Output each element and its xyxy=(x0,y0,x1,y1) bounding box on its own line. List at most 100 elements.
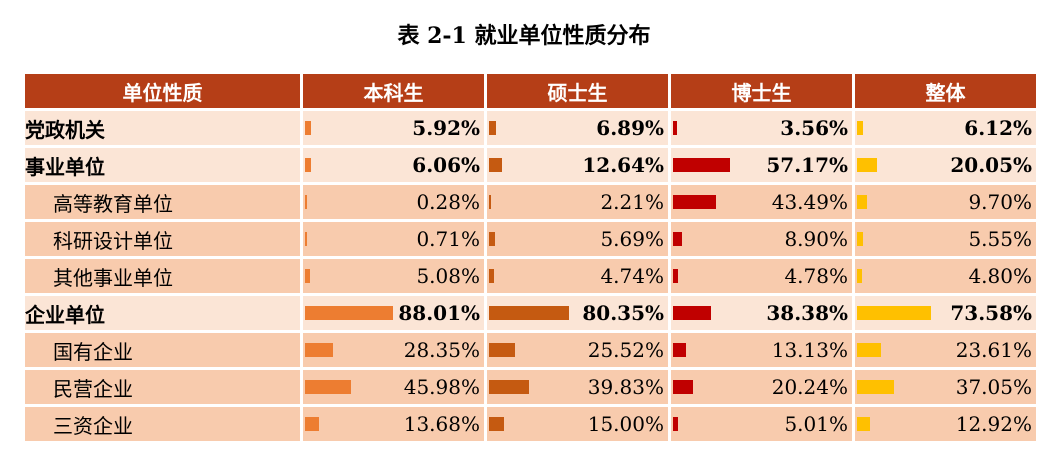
value-master: 4.74% xyxy=(600,264,664,288)
bar-overall xyxy=(857,417,870,431)
cell-master: 12.64% xyxy=(487,148,668,182)
value-doctor: 4.78% xyxy=(784,264,848,288)
value-master: 25.52% xyxy=(587,338,664,362)
row-label: 其他事业单位 xyxy=(25,259,300,293)
value-master: 80.35% xyxy=(582,301,664,325)
cell-doctor: 4.78% xyxy=(671,259,852,293)
value-overall: 20.05% xyxy=(950,153,1032,177)
cell-doctor: 3.56% xyxy=(671,111,852,145)
value-overall: 12.92% xyxy=(955,412,1032,436)
bar-master xyxy=(489,195,492,209)
row-label: 国有企业 xyxy=(25,333,300,367)
cell-doctor: 8.90% xyxy=(671,222,852,256)
cell-doctor: 57.17% xyxy=(671,148,852,182)
bar-doctor xyxy=(673,343,687,357)
cell-bachelor: 5.08% xyxy=(303,259,484,293)
value-bachelor: 88.01% xyxy=(398,301,480,325)
row-label: 党政机关 xyxy=(25,111,300,145)
value-bachelor: 13.68% xyxy=(403,412,480,436)
row-label: 民营企业 xyxy=(25,370,300,404)
value-doctor: 38.38% xyxy=(766,301,848,325)
row-label: 高等教育单位 xyxy=(25,185,300,219)
employment-unit-table: 单位性质 本科生 硕士生 博士生 整体 党政机关 5.92% 6.89% 3.56% 6… xyxy=(22,71,1039,444)
row-label: 事业单位 xyxy=(25,148,300,182)
cell-doctor: 38.38% xyxy=(671,296,852,330)
bar-doctor xyxy=(673,232,682,246)
cell-doctor: 20.24% xyxy=(671,370,852,404)
cell-bachelor: 88.01% xyxy=(303,296,484,330)
bar-bachelor xyxy=(305,232,307,246)
table-row: 其他事业单位 5.08% 4.74% 4.78% 4.80% xyxy=(25,259,1036,293)
cell-master: 2.21% xyxy=(487,185,668,219)
bar-doctor xyxy=(673,269,678,283)
bar-doctor xyxy=(673,417,678,431)
cell-master: 25.52% xyxy=(487,333,668,367)
value-bachelor: 5.08% xyxy=(416,264,480,288)
bar-doctor xyxy=(673,195,717,209)
bar-overall xyxy=(857,306,931,320)
row-label: 科研设计单位 xyxy=(25,222,300,256)
bar-master xyxy=(489,380,529,394)
cell-bachelor: 5.92% xyxy=(303,111,484,145)
cell-overall: 5.55% xyxy=(855,222,1036,256)
bar-master xyxy=(489,121,496,135)
cell-bachelor: 28.35% xyxy=(303,333,484,367)
cell-overall: 73.58% xyxy=(855,296,1036,330)
value-bachelor: 5.92% xyxy=(412,116,480,140)
bar-bachelor xyxy=(305,343,334,357)
value-doctor: 5.01% xyxy=(784,412,848,436)
table-row: 党政机关 5.92% 6.89% 3.56% 6.12% xyxy=(25,111,1036,145)
bar-overall xyxy=(857,195,867,209)
cell-bachelor: 6.06% xyxy=(303,148,484,182)
cell-master: 15.00% xyxy=(487,407,668,441)
bar-doctor xyxy=(673,380,694,394)
cell-master: 39.83% xyxy=(487,370,668,404)
cell-overall: 37.05% xyxy=(855,370,1036,404)
table-title: 表 2-1 就业单位性质分布 xyxy=(397,23,651,49)
value-master: 15.00% xyxy=(587,412,664,436)
bar-overall xyxy=(857,380,895,394)
bar-bachelor xyxy=(305,269,311,283)
bar-bachelor xyxy=(305,417,319,431)
cell-overall: 9.70% xyxy=(855,185,1036,219)
value-overall: 6.12% xyxy=(964,116,1032,140)
bar-overall xyxy=(857,158,878,172)
cell-overall: 20.05% xyxy=(855,148,1036,182)
value-overall: 37.05% xyxy=(955,375,1032,399)
cell-overall: 12.92% xyxy=(855,407,1036,441)
value-bachelor: 0.71% xyxy=(416,227,480,251)
bar-overall xyxy=(857,269,862,283)
bar-doctor xyxy=(673,158,731,172)
value-doctor: 3.56% xyxy=(780,116,848,140)
cell-overall: 23.61% xyxy=(855,333,1036,367)
row-label: 三资企业 xyxy=(25,407,300,441)
row-label: 企业单位 xyxy=(25,296,300,330)
value-bachelor: 28.35% xyxy=(403,338,480,362)
bar-bachelor xyxy=(305,195,307,209)
cell-master: 6.89% xyxy=(487,111,668,145)
bar-bachelor xyxy=(305,121,311,135)
value-doctor: 8.90% xyxy=(784,227,848,251)
bar-overall xyxy=(857,232,863,246)
cell-doctor: 43.49% xyxy=(671,185,852,219)
table-row: 事业单位 6.06% 12.64% 57.17% 20.05% xyxy=(25,148,1036,182)
value-overall: 5.55% xyxy=(968,227,1032,251)
bar-bachelor xyxy=(305,158,312,172)
header-master: 硕士生 xyxy=(487,74,668,108)
value-overall: 9.70% xyxy=(968,190,1032,214)
bar-master xyxy=(489,158,502,172)
cell-master: 80.35% xyxy=(487,296,668,330)
cell-doctor: 5.01% xyxy=(671,407,852,441)
value-doctor: 20.24% xyxy=(771,375,848,399)
header-row: 单位性质 本科生 硕士生 博士生 整体 xyxy=(25,74,1036,108)
bar-master xyxy=(489,269,494,283)
cell-bachelor: 13.68% xyxy=(303,407,484,441)
header-unit-type: 单位性质 xyxy=(25,74,300,108)
bar-overall xyxy=(857,343,881,357)
value-doctor: 43.49% xyxy=(771,190,848,214)
table-row: 科研设计单位 0.71% 5.69% 8.90% 5.55% xyxy=(25,222,1036,256)
value-master: 6.89% xyxy=(596,116,664,140)
cell-master: 4.74% xyxy=(487,259,668,293)
cell-overall: 4.80% xyxy=(855,259,1036,293)
value-master: 39.83% xyxy=(587,375,664,399)
